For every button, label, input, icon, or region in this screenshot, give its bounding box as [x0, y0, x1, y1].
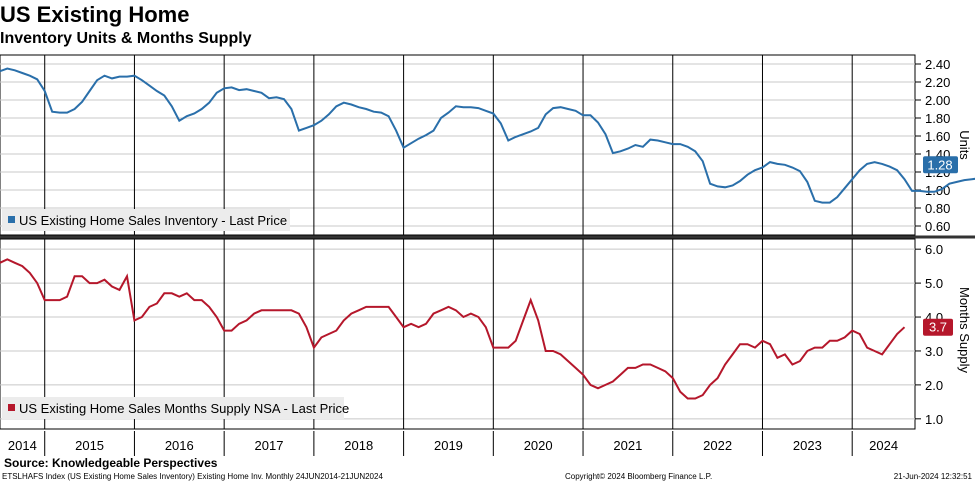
top-panel-border [0, 54, 916, 236]
last-value-badge-inventory [923, 156, 958, 174]
x-tick-label: 2016 [165, 438, 194, 453]
y-tick-label: 3.0 [925, 344, 943, 359]
legend-label-inventory: US Existing Home Sales Inventory - Last … [19, 213, 287, 228]
y-tick-label: 2.00 [925, 93, 950, 108]
legend-box-months-supply [2, 397, 344, 419]
bottom-panel-border [0, 238, 916, 430]
y-tick-label: 2.20 [925, 75, 950, 90]
x-tick-label: 2017 [255, 438, 284, 453]
x-tick-label: 2023 [793, 438, 822, 453]
legend-label-months-supply: US Existing Home Sales Months Supply NSA… [19, 401, 349, 416]
legend-box-inventory [2, 209, 290, 231]
y-tick-label: 2.0 [925, 378, 943, 393]
copyright: Copyright© 2024 Bloomberg Finance L.P. [565, 472, 712, 481]
last-value-inventory: 1.28 [927, 157, 952, 172]
x-tick-label: 2022 [703, 438, 732, 453]
y-tick-label: 2.40 [925, 57, 950, 72]
x-tick-label: 2015 [75, 438, 104, 453]
x-tick-label: 2020 [524, 438, 553, 453]
legend-swatch-months-supply [8, 404, 15, 411]
series-line-months-supply [0, 258, 906, 400]
last-value-months-supply: 3.7 [929, 320, 947, 335]
y-tick-label: 1.0 [925, 412, 943, 427]
x-tick-label: 2018 [344, 438, 373, 453]
y-tick-label: 1.60 [925, 129, 950, 144]
y-tick-label: 1.80 [925, 111, 950, 126]
y-axis-title-months-supply: Months Supply [957, 287, 972, 373]
source-note: Source: Knowledgeable Perspectives [4, 456, 218, 470]
chart-title: US Existing Home [0, 2, 189, 27]
chart-subtitle: Inventory Units & Months Supply [0, 30, 252, 47]
y-tick-label: 0.60 [925, 219, 950, 234]
y-tick-label: 5.0 [925, 276, 943, 291]
index-info: ETSLHAFS Index (US Existing Home Sales I… [2, 472, 383, 481]
x-tick-label: 2024 [869, 438, 898, 453]
series-line-inventory [0, 67, 975, 204]
y-tick-label: 0.80 [925, 201, 950, 216]
x-tick-label: 2014 [8, 438, 37, 453]
x-tick-label: 2021 [613, 438, 642, 453]
y-axis-title-units: Units [957, 130, 972, 160]
y-tick-label: 6.0 [925, 242, 943, 257]
legend-swatch-inventory [8, 216, 15, 223]
x-tick-label: 2019 [434, 438, 463, 453]
timestamp: 21-Jun-2024 12:32:51 [894, 472, 973, 481]
last-value-badge-months-supply [923, 318, 953, 336]
